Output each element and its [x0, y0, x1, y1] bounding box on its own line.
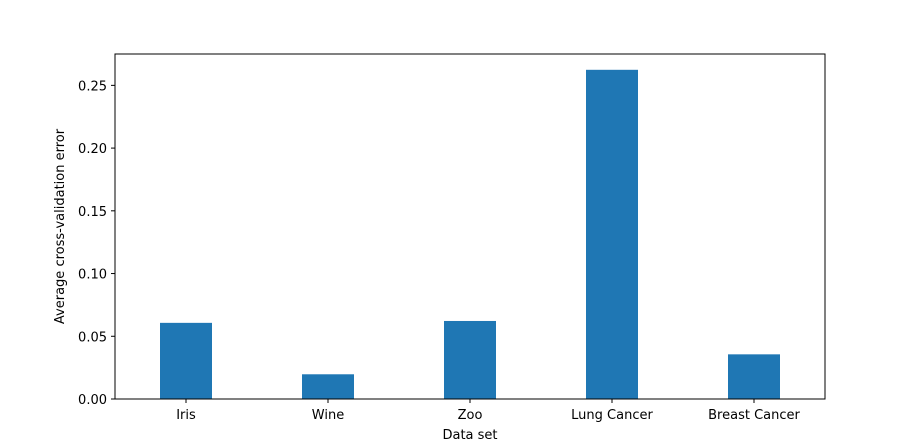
bar-lung-cancer	[586, 69, 638, 399]
x-tick-label: Breast Cancer	[708, 408, 800, 423]
bar-iris	[160, 322, 212, 399]
plot-frame	[114, 53, 826, 400]
y-tick-label: 0.05	[78, 330, 107, 345]
y-tick-label: 0.10	[78, 268, 107, 283]
x-tick-label: Lung Cancer	[571, 408, 653, 423]
y-tick-label: 0.15	[78, 205, 107, 220]
bars-group	[160, 69, 780, 399]
x-tick-label: Iris	[176, 408, 196, 423]
bar-zoo	[444, 320, 496, 399]
y-tick-label: 0.25	[78, 79, 107, 94]
bar-breast-cancer	[728, 354, 780, 399]
x-ticks-group: Iris Wine Zoo Lung Cancer Breast Cancer	[176, 399, 801, 423]
y-tick-label: 0.00	[78, 393, 107, 408]
y-axis-label: Average cross-validation error	[53, 128, 68, 324]
x-tick-label: Wine	[312, 408, 344, 423]
x-tick-label: Zoo	[458, 408, 483, 423]
y-ticks-group: 0.00 0.05 0.10 0.15 0.20 0.25	[78, 79, 115, 408]
bar-wine	[302, 374, 354, 399]
x-axis-label: Data set	[442, 428, 497, 443]
y-tick-label: 0.20	[78, 142, 107, 157]
